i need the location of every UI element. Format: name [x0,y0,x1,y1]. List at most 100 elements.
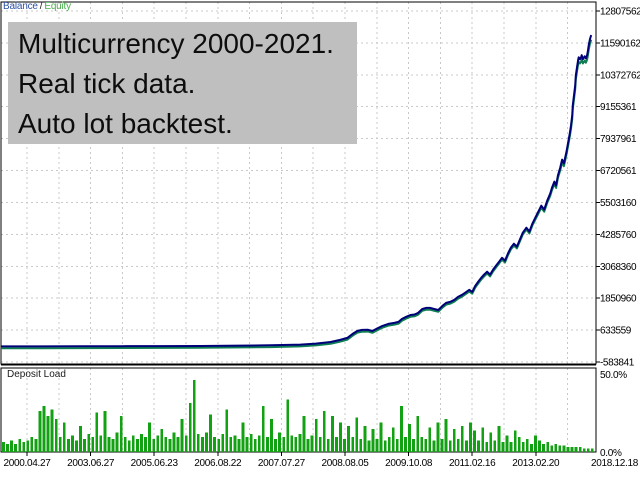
deposit-bar [58,437,62,452]
deposit-bar [481,427,485,452]
deposit-bar [452,429,456,452]
deposit-bar [521,442,525,452]
x-tick-label: 2013.02.20 [512,458,560,469]
deposit-bar [136,438,139,452]
x-tick-label: 2003.06.27 [67,458,115,469]
deposit-bar [261,406,265,452]
deposit-bar [87,434,91,452]
deposit-bar [371,429,375,452]
deposit-bar [217,438,221,452]
deposit-bar [111,438,115,452]
deposit-bar [213,437,216,452]
deposit-bar [237,438,241,452]
legend-separator: / [39,1,43,12]
deposit-bar [395,438,399,452]
deposit-bar [294,437,298,452]
deposit-bar [221,434,225,452]
deposit-bar [257,435,261,452]
deposit-bar [229,437,233,452]
deposit-bar [558,445,562,452]
x-tick-label: 2011.02.16 [449,458,496,469]
deposit-bar [339,422,342,452]
deposit-bar [241,422,245,452]
deposit-bar [586,448,590,452]
deposit-bar [50,409,54,452]
y-axis-labels: 12807562 11590162 10372762 9155361 7937961 67… [600,7,640,369]
deposit-bar [225,409,229,452]
annotation-line-3: Auto lot backtest. [18,108,233,139]
deposit-bar [233,435,237,452]
deposit-bar [493,440,497,452]
annotation-line-2: Real tick data. [18,68,196,99]
deposit-bar [164,437,168,452]
deposit-bar [550,445,554,452]
deposit-bar [152,438,156,452]
annotation-line-1: Multicurrency 2000-2021. [18,28,334,59]
deposit-bar [424,438,428,452]
deposit-bar [42,406,46,452]
deposit-bar [530,443,533,452]
deposit-bar [335,437,338,452]
deposit-bar [156,435,160,452]
deposit-bar [400,406,403,452]
deposit-bar [209,414,212,452]
deposit-bar [391,427,395,452]
deposit-bar [408,424,411,452]
deposit-bar [46,415,50,452]
deposit-bar [119,415,123,452]
deposit-bar [351,437,355,452]
deposit-bar [26,440,30,452]
deposit-bar [436,422,440,452]
deposit-load-max-label: 50.0% [600,370,627,381]
deposit-bar [343,438,346,452]
deposit-bar [54,419,58,452]
deposit-bar [367,440,371,452]
deposit-bar [34,438,38,452]
deposit-bar [196,434,200,452]
deposit-bar [448,440,452,452]
deposit-bar [249,434,253,452]
deposit-bar [416,415,420,452]
y-tick-label: 6720561 [600,166,637,177]
deposit-bar [282,437,286,452]
x-axis-labels: 2000.04.27 2003.06.27 2005.06.23 2006.08.22… [3,458,639,469]
deposit-bar [538,440,541,452]
deposit-bar [318,437,322,452]
legend: Balance / Equity [3,1,71,12]
deposit-bar [420,437,424,452]
x-tick-label: 2005.06.23 [131,458,179,469]
deposit-bar [326,438,330,452]
deposit-bar [286,399,290,452]
deposit-bar [497,425,501,452]
deposit-bar [160,429,164,452]
deposit-bar [306,438,310,452]
deposit-bar [192,379,196,452]
deposit-bar [412,438,415,452]
deposit-bar [290,435,294,452]
deposit-bar [270,419,273,452]
y-tick-label: 4285760 [600,230,637,241]
deposit-bar [534,435,537,452]
deposit-bar [428,427,432,452]
deposit-bar [140,434,143,452]
deposit-bar [10,440,13,452]
deposit-bar [278,432,281,452]
axis-ticks [26,10,600,456]
deposit-bar [62,422,66,452]
deposit-bar [574,447,578,452]
y-tick-label: 7937961 [600,134,637,145]
y-tick-label: 633559 [600,326,632,337]
deposit-bar [562,445,566,452]
deposit-load-bars [2,379,594,452]
deposit-bar [176,437,180,452]
deposit-bar [188,402,192,452]
deposit-bar [501,442,505,452]
deposit-load-title: Deposit Load [7,369,66,380]
deposit-bar [66,438,70,452]
deposit-bar [266,437,269,452]
deposit-bar [440,438,444,452]
x-tick-label: 2007.07.27 [258,458,306,469]
deposit-bar [359,438,363,452]
deposit-bar [180,419,184,452]
deposit-bar [566,447,570,452]
